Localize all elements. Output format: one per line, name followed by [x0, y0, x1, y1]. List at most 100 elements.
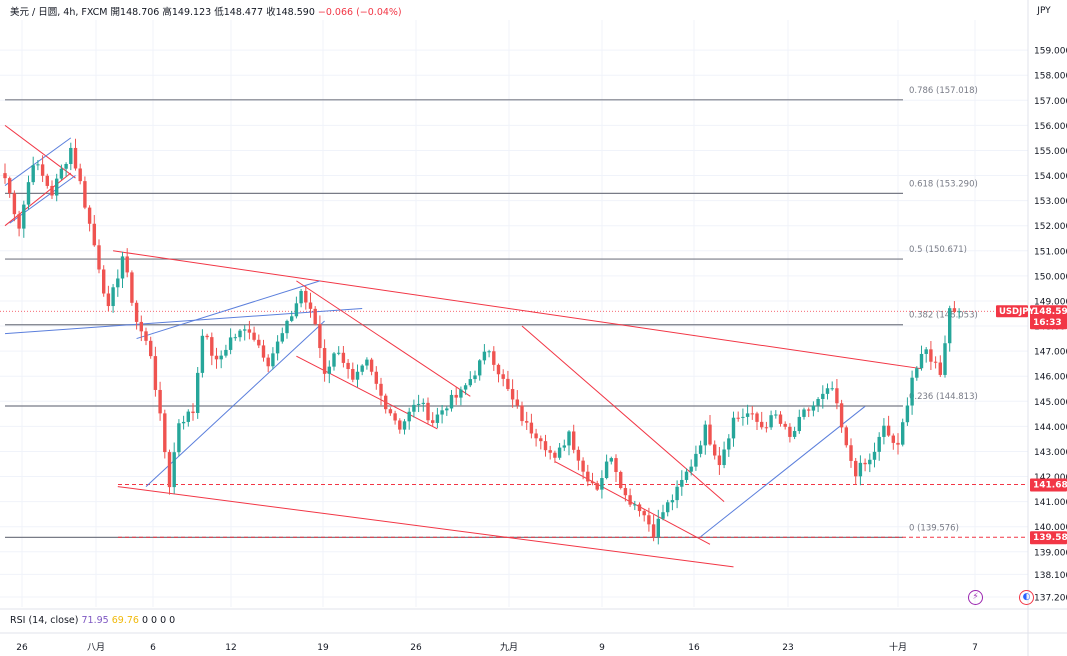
y-tick-label: 159.000 — [1034, 47, 1067, 57]
candle-body — [567, 431, 571, 446]
rsi-ma-value: 69.76 — [111, 615, 139, 626]
x-tick-label: 16 — [688, 643, 700, 653]
candle-body — [623, 488, 628, 496]
x-tick-label: 12 — [225, 643, 236, 653]
rsi-label[interactable]: RSI (14, close) — [10, 615, 79, 626]
trend-line — [4, 307, 363, 335]
candle-body — [384, 395, 388, 410]
candle-body — [17, 214, 21, 229]
candle-body — [694, 453, 698, 467]
candle-body — [553, 452, 557, 458]
candle-body — [73, 147, 78, 169]
candle-body — [210, 337, 214, 356]
symbol-label[interactable]: 美元 / 日圆, 4h, FXCM — [10, 7, 108, 18]
candlestick-series — [3, 138, 961, 545]
rsi-extra-values: 0 0 0 0 — [141, 615, 176, 626]
candle-body — [745, 413, 750, 417]
lightning-icon[interactable]: ⚡ — [968, 590, 983, 605]
candle-body — [957, 311, 961, 313]
candle-body — [614, 458, 618, 472]
trend-lines[interactable] — [4, 124, 922, 568]
candle-body — [233, 337, 237, 339]
candle-body — [322, 348, 327, 374]
level-price-tag-text: 139.581 — [1033, 533, 1067, 543]
candle-body — [807, 409, 811, 411]
currency-button[interactable]: JPY — [1037, 6, 1051, 16]
change-value: −0.066 (−0.04%) — [317, 7, 402, 18]
candle-body — [844, 427, 848, 446]
trend-line — [4, 124, 76, 179]
low-label: 低 — [214, 7, 224, 18]
candle-body — [619, 471, 623, 489]
candle-body — [633, 504, 637, 506]
candle-body — [290, 316, 294, 321]
candle-body — [651, 524, 656, 538]
candle-body — [280, 333, 284, 342]
candle-body — [506, 378, 510, 390]
candle-body — [181, 421, 186, 424]
candle-body — [919, 353, 924, 369]
candle-body — [783, 423, 787, 427]
candle-body — [55, 178, 59, 196]
candle-body — [106, 293, 111, 307]
candle-body — [431, 420, 435, 423]
candle-body — [120, 256, 125, 279]
candle-body — [83, 181, 87, 208]
candle-body — [261, 345, 266, 358]
candle-body — [167, 452, 172, 488]
fibonacci-levels[interactable]: 0.786 (157.018) 0.618 (153.290) 0.5 (150.6… — [0, 86, 1028, 538]
candle-body — [271, 353, 275, 367]
candle-body — [78, 168, 82, 182]
candle-body — [482, 351, 487, 361]
candle-body — [539, 438, 543, 442]
candle-body — [609, 458, 613, 462]
candle-body — [764, 427, 769, 429]
candle-body — [337, 352, 341, 354]
y-tick-label: 141.000 — [1034, 498, 1067, 508]
close-value: 148.590 — [275, 7, 315, 18]
candle-body — [473, 375, 477, 380]
candle-body — [915, 368, 919, 378]
candle-body — [562, 445, 566, 448]
candle-body — [369, 359, 374, 372]
candle-body — [200, 335, 205, 373]
candle-body — [924, 349, 928, 354]
candle-body — [186, 411, 190, 422]
candle-body — [449, 394, 454, 409]
trend-line — [4, 172, 72, 227]
globe-icon[interactable]: ◐ — [1019, 590, 1034, 605]
candle-body — [50, 185, 54, 196]
candle-body — [257, 339, 261, 346]
candle-body — [647, 515, 651, 525]
symbol-tag-bg — [996, 305, 1028, 318]
candle-body — [266, 357, 270, 367]
y-tick-label: 151.000 — [1034, 247, 1067, 257]
candle-body — [952, 308, 957, 312]
x-tick-label: 6 — [150, 643, 156, 653]
candle-body — [821, 393, 825, 400]
y-tick-label: 156.000 — [1034, 122, 1067, 132]
candle-body — [435, 414, 440, 423]
candle-body — [228, 337, 233, 350]
open-label: 開 — [110, 7, 121, 18]
candle-body — [468, 379, 472, 386]
candle-body — [675, 486, 679, 501]
fib-level-label: 0.618 (153.290) — [909, 179, 978, 189]
candle-body — [604, 461, 609, 479]
candle-body — [586, 471, 590, 482]
candle-body — [40, 164, 45, 176]
candle-body — [3, 173, 7, 179]
candle-body — [802, 409, 806, 417]
candle-body — [774, 414, 778, 416]
candle-body — [713, 444, 717, 456]
candle-body — [666, 502, 670, 513]
candle-body — [642, 511, 646, 516]
candle-body — [656, 518, 660, 538]
candle-body — [125, 256, 129, 273]
candle-body — [529, 422, 534, 434]
last-price-tag-text: 148.590 — [1033, 307, 1067, 317]
candle-body — [355, 371, 360, 380]
candle-body — [722, 449, 726, 466]
candle-body — [901, 422, 905, 445]
